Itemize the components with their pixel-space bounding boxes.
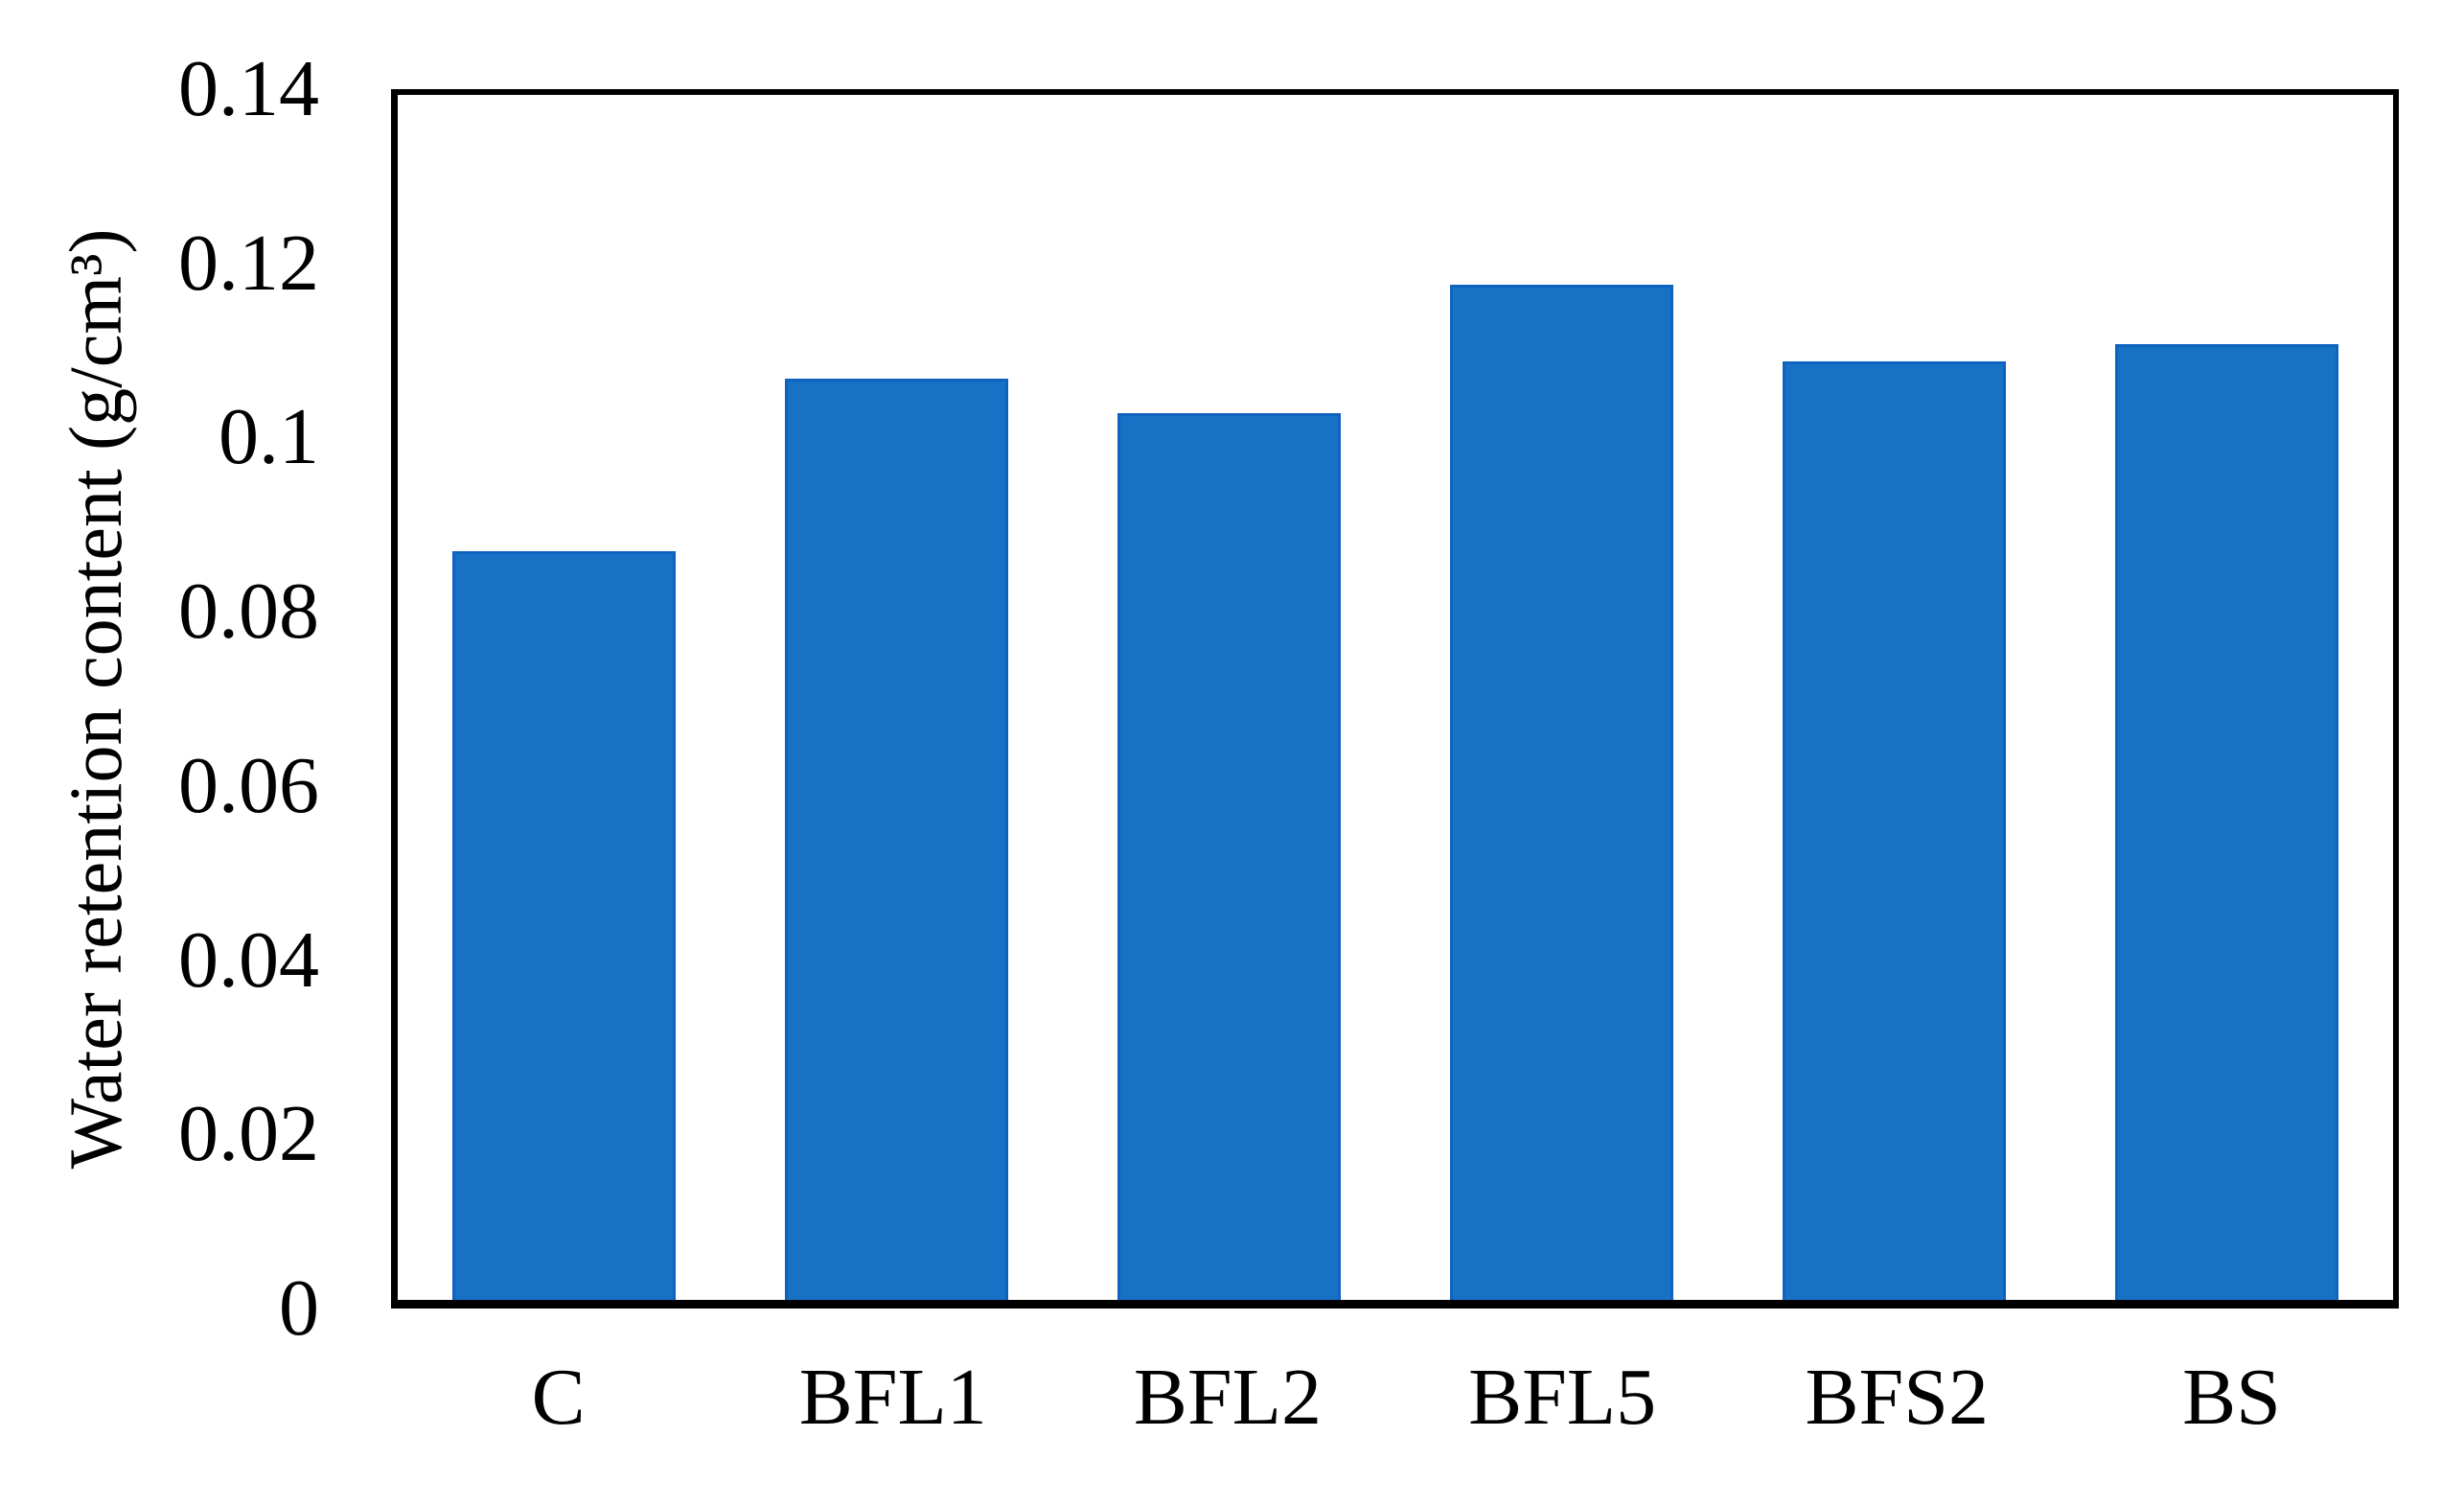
bar-C [451, 550, 677, 1300]
plot-area [391, 89, 2399, 1309]
bars-container [398, 95, 2393, 1300]
x-label-C: C [531, 1353, 586, 1442]
x-label-BFL5: BFL5 [1468, 1353, 1657, 1442]
y-tick-label-0.06: 0.06 [178, 740, 319, 830]
y-tick-label-0.12: 0.12 [178, 218, 319, 308]
y-tick-label-0.1: 0.1 [219, 392, 319, 482]
x-label-BS: BS [2182, 1353, 2281, 1442]
y-axis-tick-labels: 0 0.02 0.04 0.06 0.08 0.1 0.12 0.14 [0, 49, 319, 1349]
bar-slot-BFL2 [1063, 95, 1395, 1300]
bar-BFL1 [784, 379, 1009, 1300]
bar-BS [2114, 344, 2339, 1300]
bar-slot-BFL1 [730, 95, 1063, 1300]
x-label-BFL2: BFL2 [1133, 1353, 1322, 1442]
y-tick-label-0.02: 0.02 [178, 1089, 319, 1179]
y-tick-label-0: 0 [279, 1263, 319, 1353]
bar-BFL2 [1117, 413, 1342, 1300]
bar-slot-BFS2 [1728, 95, 2061, 1300]
bar-slot-C [398, 95, 730, 1300]
x-label-BFS2: BFS2 [1805, 1353, 1989, 1442]
y-tick-label-0.14: 0.14 [178, 44, 319, 133]
bar-BFL5 [1449, 284, 1674, 1300]
y-tick-label-0.04: 0.04 [178, 915, 319, 1005]
y-tick-label-0.08: 0.08 [178, 567, 319, 657]
bar-BFS2 [1782, 361, 2007, 1300]
bar-slot-BFL5 [1395, 95, 1728, 1300]
x-axis-category-labels: C BFL1 BFL2 BFL5 BFS2 BS [391, 1357, 2399, 1444]
bar-slot-BS [2061, 95, 2393, 1300]
x-label-BFL1: BFL1 [798, 1353, 987, 1442]
